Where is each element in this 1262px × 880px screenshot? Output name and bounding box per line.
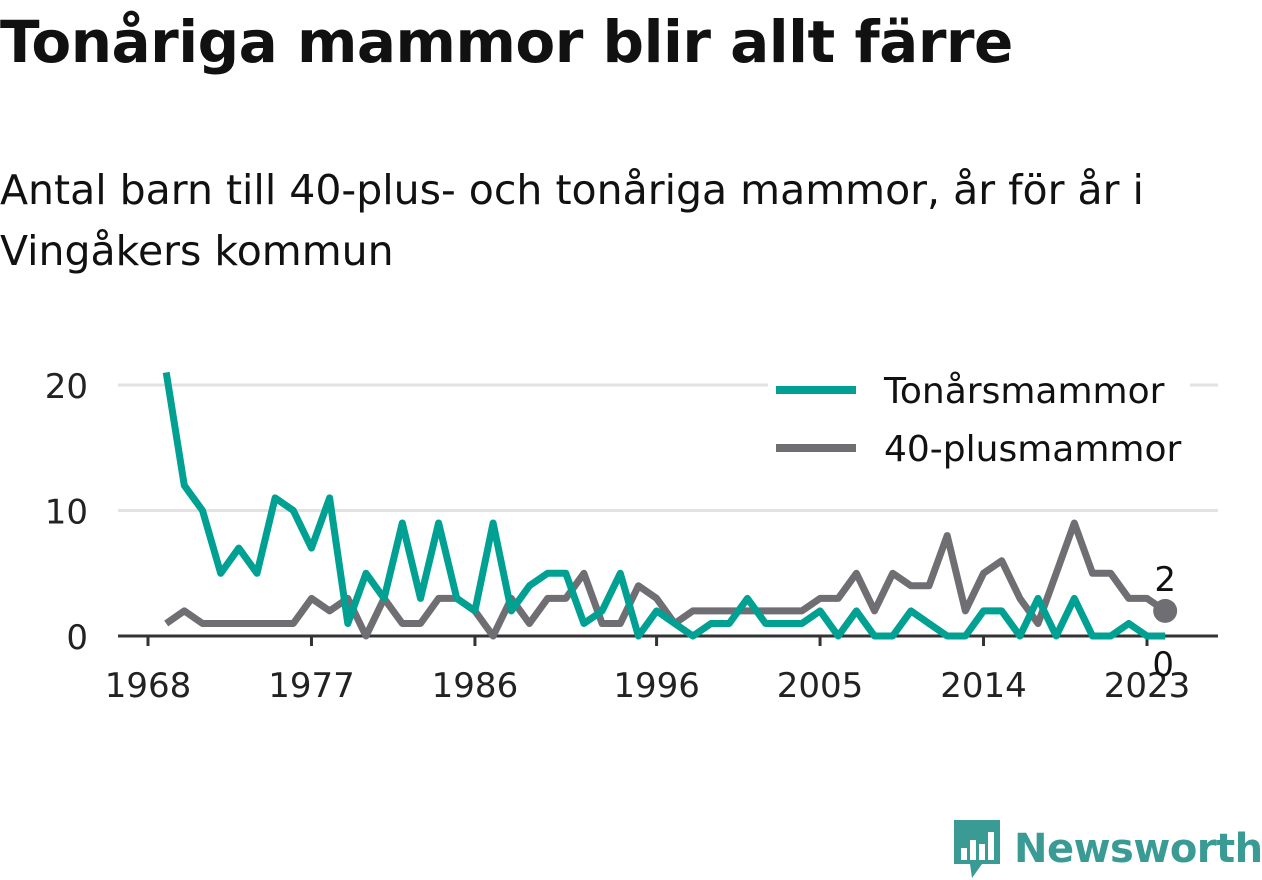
end-label-tonarsmammor: 0 xyxy=(1152,645,1174,685)
end-label-40-plusmammor: 2 xyxy=(1154,560,1176,600)
x-tick-label: 2005 xyxy=(777,666,864,706)
series-line-40-plusmammor xyxy=(164,519,1168,640)
x-tick-label: 2023 xyxy=(1104,666,1191,706)
legend-label-40-plusmammor: 40-plusmammor xyxy=(884,429,1182,470)
series-lines xyxy=(162,371,1168,640)
x-tick-label: 1968 xyxy=(105,666,192,706)
legend: Tonårsmammor 40-plusmammor xyxy=(768,362,1190,486)
brand-name: Newsworthy xyxy=(1014,826,1262,872)
y-tick-label: 0 xyxy=(66,618,88,658)
x-tick-label: 1996 xyxy=(613,666,700,706)
chart-subtitle: Antal barn till 40-plus- och tonåriga ma… xyxy=(0,166,1144,275)
brand-logo: Newsworthy xyxy=(952,818,1262,880)
x-tick-label: 2014 xyxy=(940,666,1027,706)
x-tick-label: 1986 xyxy=(432,666,519,706)
end-labels: 20 xyxy=(1152,560,1178,685)
series-line-tonarsmammor xyxy=(162,371,1166,640)
legend-background xyxy=(768,362,1190,486)
y-tick-label: 10 xyxy=(45,493,88,533)
chart-title: Tonåriga mammor blir allt färre xyxy=(0,8,1013,76)
x-axis: 1968 1977 1986 1996 2005 2014 2023 xyxy=(105,634,1218,706)
end-marker-40-plusmammor xyxy=(1153,598,1178,623)
legend-label-tonarsmammor: Tonårsmammor xyxy=(883,371,1165,412)
y-tick-label: 20 xyxy=(45,367,88,407)
x-tick-label: 1977 xyxy=(268,666,355,706)
y-axis-ticks: 0 10 20 xyxy=(45,367,88,658)
newsworthy-logo-icon xyxy=(954,820,1000,878)
